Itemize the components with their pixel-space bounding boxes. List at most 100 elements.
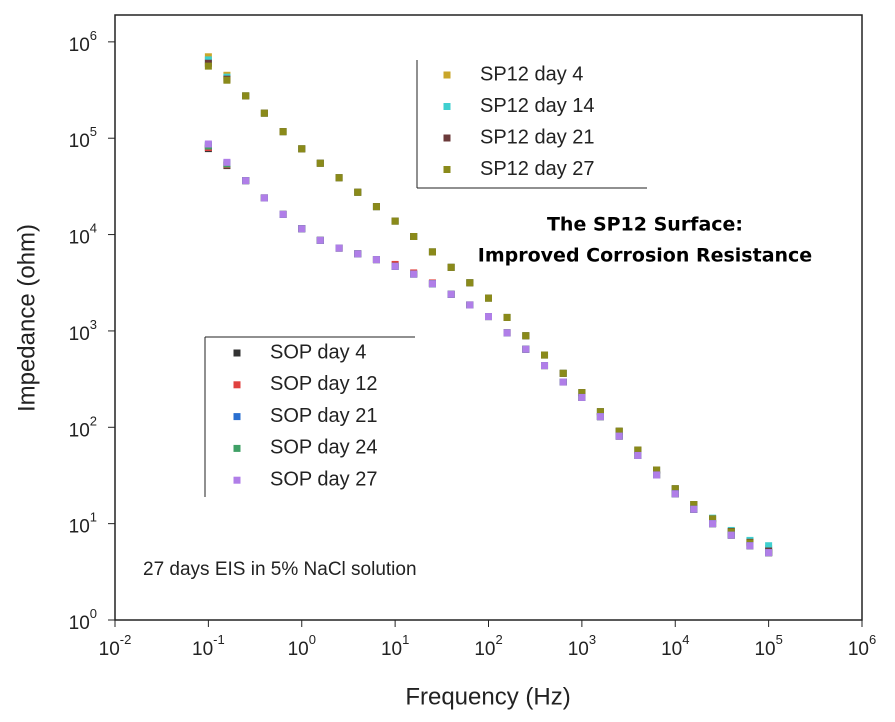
marker [503,329,511,337]
tick-label: 102 [474,632,502,660]
marker [671,490,679,498]
legend-marker [233,476,241,484]
tick-label: 104 [661,632,689,660]
marker [335,174,343,182]
marker [596,408,604,416]
tick-label: 101 [69,510,97,538]
marker [410,270,418,278]
marker [615,432,623,440]
marker [372,203,380,211]
legend-label: SP12 day 4 [480,63,583,85]
tick-label: 10-2 [99,632,132,660]
marker [242,177,250,185]
marker [503,313,511,321]
legend-marker [443,103,451,110]
tick-label: 104 [69,221,97,249]
legend-marker [443,166,451,173]
marker [260,194,268,202]
tick-exponent: 1 [90,510,97,525]
marker [335,244,343,252]
annotation: Improved Corrosion Resistance [478,245,812,267]
marker [485,294,492,302]
tick-base: 10 [192,639,213,660]
tick-exponent: 1 [402,632,409,647]
tick-base: 10 [69,517,90,538]
tick-exponent: 2 [495,632,502,647]
marker [522,345,530,353]
tick-base: 10 [474,639,495,660]
marker [709,520,717,528]
tick-base: 10 [69,228,90,249]
marker [242,92,250,100]
marker [279,210,287,218]
tick-label: 101 [381,632,409,660]
tick-base: 10 [568,639,589,660]
legend-marker [443,134,451,142]
marker [204,140,212,148]
tick-exponent: 4 [682,632,689,647]
marker [559,369,567,377]
marker [447,290,455,298]
legend-label: SOP day 21 [270,405,377,427]
marker [765,549,773,557]
marker [578,389,586,397]
legend-label: SP12 day 21 [480,126,595,148]
marker [690,505,698,513]
tick-label: 105 [69,125,97,153]
annotation: 27 days EIS in 5% NaCl solution [143,559,417,580]
tick-base: 10 [69,613,90,634]
legend-marker [233,381,241,389]
marker [428,248,436,256]
marker [372,256,380,264]
tick-base: 10 [69,324,90,345]
marker [223,76,231,84]
marker [466,279,474,287]
marker [746,542,754,550]
marker [485,313,492,321]
tick-label: 102 [69,414,97,442]
tick-exponent: 6 [869,632,876,647]
marker [316,236,324,244]
marker [578,393,586,401]
legend-marker [443,71,451,79]
marker [204,62,212,70]
marker [615,427,623,435]
tick-base: 10 [69,420,90,441]
marker [634,446,642,454]
legend-label: SP12 day 27 [480,158,595,180]
tick-base: 10 [99,639,120,660]
tick-base: 10 [381,639,402,660]
marker [727,531,735,539]
marker [354,250,362,258]
tick-base: 10 [848,639,869,660]
marker [690,501,698,509]
tick-exponent: -1 [213,632,225,647]
legend-marker [233,413,241,421]
tick-label: 10-1 [192,632,225,660]
tick-exponent: 3 [589,632,596,647]
marker [653,466,661,474]
tick-base: 10 [288,639,309,660]
marker [466,301,474,309]
tick-label: 106 [848,632,876,660]
marker [354,188,362,196]
legend-marker [233,444,241,452]
tick-exponent: 3 [90,317,97,332]
marker [223,158,231,166]
legend-label: SOP day 27 [270,468,377,490]
tick-base: 10 [69,131,90,152]
marker [522,332,530,340]
tick-label: 106 [69,28,97,56]
y-axis-label: Impedance (ohm) [13,224,40,412]
tick-exponent: -2 [120,632,132,647]
annotation: The SP12 Surface: [547,214,743,236]
marker [653,471,661,479]
tick-exponent: 5 [90,125,97,140]
marker [391,217,399,225]
marker [428,280,436,288]
tick-label: 103 [568,632,596,660]
tick-label: 103 [69,317,97,345]
marker [410,233,418,240]
legend-label: SOP day 4 [270,341,366,363]
marker [260,109,268,117]
